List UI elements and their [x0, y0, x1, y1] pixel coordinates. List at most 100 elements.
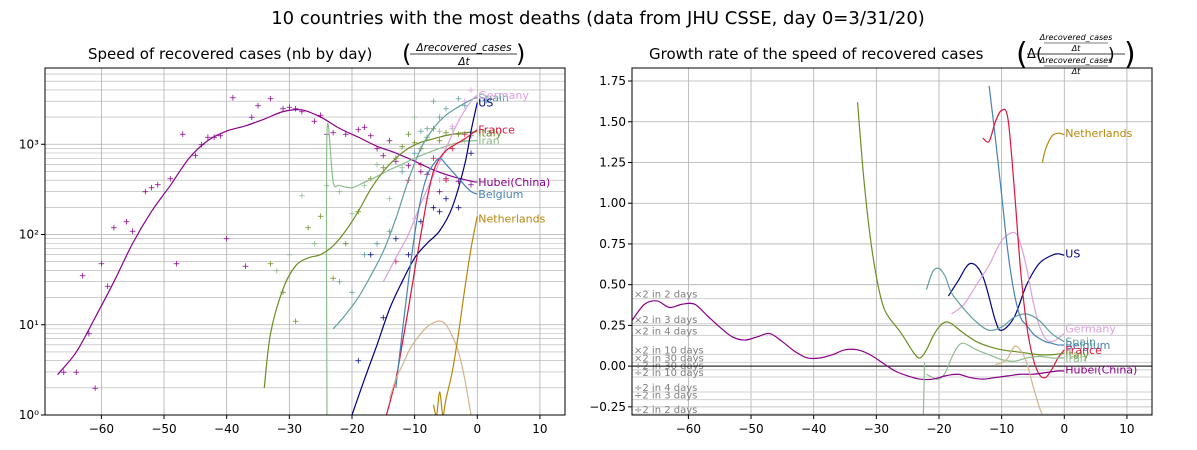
- scatter-point-italy-6: +: [342, 239, 350, 249]
- series-label-italy: Italy: [478, 127, 502, 140]
- series-line-netherlands: [1041, 132, 1065, 163]
- scatter-point-hubei-china-7: +: [110, 223, 118, 233]
- left-title-close-paren: ): [516, 40, 525, 68]
- series-line-netherlands: [432, 215, 478, 415]
- right-title-inner-open-paren: (: [1036, 45, 1043, 65]
- scatter-point-italy-3: +: [304, 223, 312, 233]
- left-axes: + + + + + + + + + + + + + + + + + + + + + + + + + + + + + + + + + + + + + + + +…: [19, 67, 566, 436]
- series-label-us: US: [1065, 248, 1080, 261]
- scatter-point-hubei-china-23: +: [242, 262, 250, 272]
- series-line-uk: [389, 320, 472, 415]
- scatter-point-hubei-china-31: +: [311, 117, 319, 127]
- scatter-point-hubei-china-28: +: [286, 103, 294, 113]
- series-label-spain: Spain: [478, 91, 509, 104]
- scatter-point-hubei-china-38: +: [367, 132, 375, 142]
- scatter-point-hubei-china-4: +: [91, 384, 99, 394]
- scatter-point-iran-2: +: [298, 192, 306, 202]
- series-line-spain: [925, 267, 1065, 343]
- right-axes: ×2 in 2 days ×2 in 3 days×2 in 4 days ×2 i…: [589, 67, 1153, 436]
- scatter-point-hubei-china-49: +: [467, 180, 475, 190]
- series-label-netherlands: Netherlands: [478, 213, 545, 226]
- y-tick-label-100: 10²: [19, 228, 39, 242]
- series-label-hubei-china: Hubei(China): [1065, 363, 1137, 376]
- right-reference-lines: ×2 in 2 days ×2 in 3 days×2 in 4 days ×2 i…: [632, 290, 1152, 416]
- scatter-point-hubei-china-1: +: [73, 368, 81, 378]
- scatter-point-italy-19: +: [455, 130, 463, 140]
- series-label-spain: Spain: [1065, 336, 1096, 349]
- scatter-point-iran-7: +: [361, 181, 369, 191]
- y-tick-label-0: −0.25: [589, 400, 626, 414]
- series-line-germany: [951, 231, 1065, 343]
- series-label-france: France: [1065, 344, 1102, 357]
- scatter-point-france-0: +: [392, 258, 400, 268]
- scatter-point-hubei-china-22: +: [229, 93, 237, 103]
- scatter-point-hubei-china-39: +: [373, 144, 381, 154]
- left-y-axis: 10⁰ 10¹ 10² 10³: [19, 137, 45, 422]
- x-tick-label--30: −30: [277, 422, 302, 436]
- x-tick-label--20: −20: [339, 422, 364, 436]
- scatter-point-hubei-china-16: +: [192, 152, 200, 162]
- x-tick-label-10: 10: [1119, 422, 1134, 436]
- scatter-point-iran-8: +: [373, 160, 381, 170]
- scatter-point-italy-10: +: [392, 154, 400, 164]
- scatter-point-italy-5: +: [329, 274, 337, 284]
- scatter-point-hubei-china-37: +: [361, 123, 369, 133]
- x-tick-label--40: −40: [214, 422, 239, 436]
- left-title-numerator: Δrecovered_cases: [415, 42, 512, 54]
- reference-line-label-1: ×2 in 3 days: [634, 315, 697, 326]
- scatter-point-italy-16: +: [430, 124, 438, 134]
- scatter-point-germany-4: +: [448, 122, 456, 132]
- series-label-us: US: [478, 97, 493, 110]
- scatter-point-spain2-2: +: [361, 251, 369, 261]
- scatter-point-us-3: +: [392, 235, 400, 245]
- scatter-point-italy-17: +: [436, 137, 444, 147]
- scatter-point-italy-2: +: [292, 317, 300, 327]
- x-tick-label-0: 0: [1060, 422, 1068, 436]
- series-label-iran: Iran: [1065, 352, 1087, 365]
- reference-line-label-3: ×2 in 10 days: [634, 345, 704, 356]
- scatter-point-france-6: +: [461, 130, 469, 140]
- series-line-belgium: [988, 85, 1065, 346]
- scatter-point-iran-3: +: [311, 239, 319, 249]
- scatter-point-us-0: +: [354, 357, 362, 367]
- scatter-point-hubei-china-26: +: [267, 95, 275, 105]
- scatter-point-us-2: +: [380, 314, 388, 324]
- y-tick-label-4: 0.75: [599, 237, 626, 251]
- scatter-point-hubei-china-5: +: [98, 259, 106, 269]
- scatter-point-spain2-7: +: [417, 127, 425, 137]
- scatter-point-italy-18: +: [442, 129, 450, 139]
- right-panel-title: Growth rate of the speed of recovered ca…: [649, 45, 984, 63]
- scatter-point-hubei-china-10: +: [141, 187, 149, 197]
- scatter-point-france-2: +: [417, 160, 425, 170]
- scatter-point-spain2-0: +: [336, 278, 344, 288]
- scatter-point-spain2-10: +: [436, 113, 444, 123]
- scatter-point-hubei-china-19: +: [210, 133, 218, 143]
- series-line-iran: [926, 342, 1065, 380]
- scatter-point-hubei-china-35: +: [342, 130, 350, 140]
- scatter-point-france-4: +: [442, 176, 450, 186]
- y-tick-label-6: 1.25: [599, 155, 626, 169]
- scatter-point-spain2-9: +: [430, 97, 438, 107]
- x-tick-label--20: −20: [926, 422, 951, 436]
- series-line-belgium: [395, 157, 478, 388]
- series-line-spain-us2: [922, 362, 926, 415]
- scatter-point-italy-9: +: [380, 164, 388, 174]
- scatter-point-hubei-china-12: +: [154, 180, 162, 190]
- y-tick-label-3: 0.50: [599, 278, 626, 292]
- series-line-italy: [263, 131, 478, 388]
- scatter-point-us-10: +: [467, 149, 475, 159]
- series-line-italy: [856, 102, 1065, 359]
- scatter-point-hubei-china-46: +: [436, 187, 444, 197]
- series-line-spain: [332, 96, 478, 330]
- x-tick-label--10: −10: [989, 422, 1014, 436]
- scatter-point-hubei-china-20: +: [217, 132, 225, 142]
- scatter-point-italy-12: +: [405, 130, 413, 140]
- series-line-uk: [995, 345, 1043, 415]
- right-x-axis: −60 −50 −40 −30 −20 −10 0 10: [676, 415, 1135, 436]
- reference-line-label-4: ×2 in 30 days: [634, 353, 704, 364]
- reference-line-label-9: ÷2 in 2 days: [634, 405, 697, 416]
- y-tick-label-1: 10⁰: [19, 408, 39, 422]
- y-tick-label-10: 10¹: [19, 318, 39, 332]
- scatter-point-hubei-china-0: +: [60, 368, 68, 378]
